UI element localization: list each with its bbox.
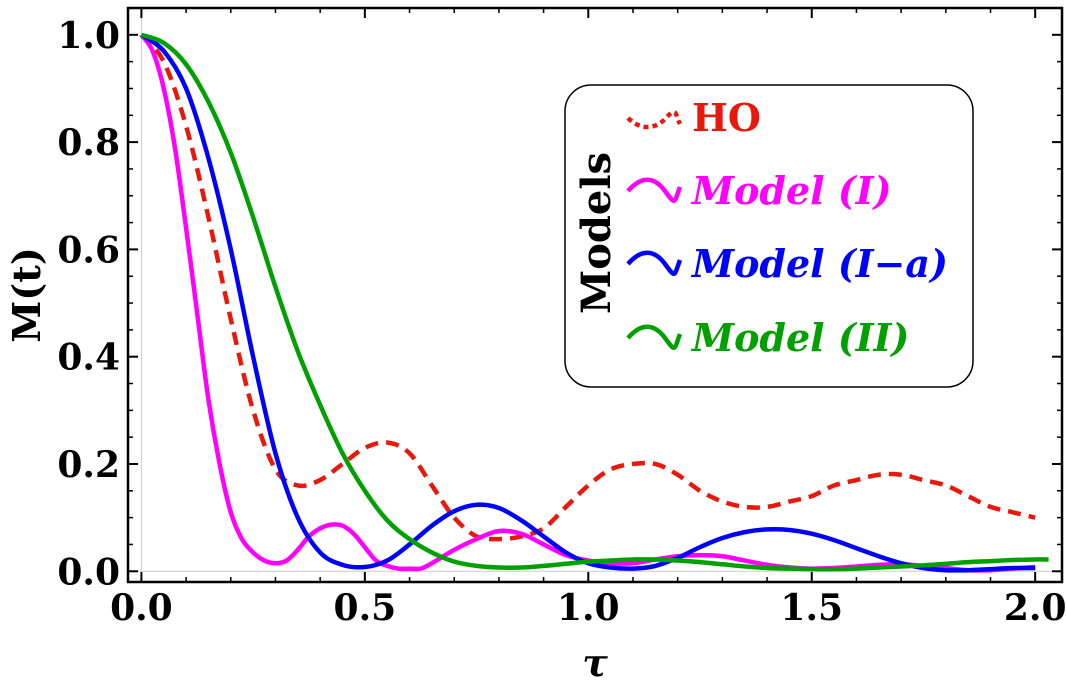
plot-area [128, 8, 1062, 582]
legend-swatch [626, 250, 683, 276]
legend-label: HO [692, 95, 761, 140]
y-tick-label: 0.4 [57, 337, 120, 379]
series-line-model-ii [140, 32, 1049, 572]
x-tick-label: 0.5 [334, 587, 397, 629]
legend-box [564, 84, 974, 388]
series-lines [139, 32, 1049, 573]
plot-frame [126, 6, 1064, 584]
legend-swatch [626, 177, 683, 203]
y-tick-label: 0.8 [57, 122, 120, 164]
x-tick-label: 1.5 [780, 587, 843, 629]
x-tick-label: 1.0 [557, 587, 620, 629]
y-tick-label: 0.0 [57, 551, 120, 593]
legend: Models HO Model (I) Model (I−a) Model (II) [564, 84, 974, 388]
x-axis-label: τ [582, 640, 608, 685]
y-tick-label: 0.2 [57, 444, 120, 486]
series-line-ho [139, 33, 1036, 542]
tick-labels: 0.0 0.5 1.0 1.5 2.0 0.0 0.2 0.4 0.6 0.8 1.0 [57, 15, 1066, 629]
x-tick-label: 2.0 [1004, 587, 1067, 629]
legend-swatch [626, 324, 683, 350]
legend-label: Model (I) [690, 168, 892, 213]
legend-label: Model (I−a) [690, 241, 948, 286]
y-axis-label: M(t) [4, 247, 49, 343]
x-tick-label: 0.0 [110, 587, 173, 629]
plot-border [126, 6, 1064, 584]
y-tick-label: 0.6 [57, 229, 120, 271]
legend-swatch [626, 109, 683, 130]
series-line-model-i-a [140, 32, 1036, 573]
legend-label: Model (II) [690, 315, 909, 360]
legend-title: Models [573, 152, 620, 314]
y-tick-label: 1.0 [57, 15, 120, 57]
